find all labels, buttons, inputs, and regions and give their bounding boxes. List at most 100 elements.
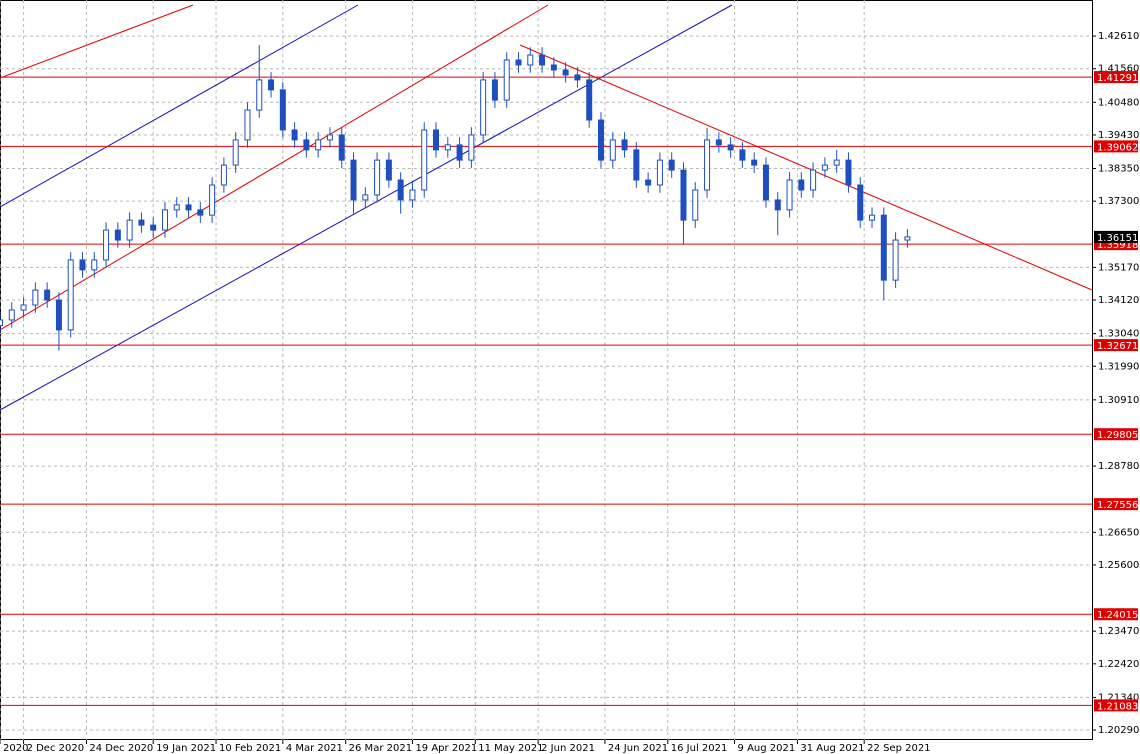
candle-body [315,139,322,151]
candle-body [550,64,557,71]
level-label-box [1094,339,1138,352]
candle-body [798,179,805,191]
level-label: 1.27556 [1097,500,1138,511]
level-label: 1.24015 [1097,610,1138,621]
x-tick-label: 2 Jun 2021 [541,743,595,754]
trend-lines [0,4,1093,411]
x-tick-label: 2020 [3,743,28,754]
y-tick-label: 1.23470 [1098,626,1139,637]
candle-body [904,236,911,241]
level-label-box [1094,608,1138,621]
candle-body [374,159,381,196]
candle-body [433,129,440,151]
x-tick-label: 19 Apr 2021 [415,743,477,754]
x-tick-label: 19 Jan 2021 [156,743,216,754]
x-tick-label: 9 Aug 2021 [738,743,796,754]
y-tick-label: 1.21340 [1098,692,1139,703]
y-tick-label: 1.41560 [1098,64,1139,75]
candle-body [574,74,581,81]
y-tick-label: 1.20290 [1098,725,1139,736]
axes: 1.42610 1.41560 1.40480 1.39430 1.38350 1.373… [0,31,1139,754]
y-tick-label: 1.35170 [1098,262,1139,273]
candle-body [209,184,216,216]
candle-body [704,139,711,191]
x-tick-label: 26 Mar 2021 [349,743,412,754]
candle-body [692,189,699,221]
candle-body [303,139,310,151]
trend-line [0,4,549,331]
candle-body [0,319,3,327]
candle-body [869,214,876,221]
x-tick-label: 2 Dec 2020 [27,743,85,754]
y-tick-label: 1.38350 [1098,164,1139,175]
candle-body [456,144,463,161]
candle-body [680,169,687,221]
candle-body [645,179,652,186]
candle-body [244,109,251,141]
x-tick-label: 24 Dec 2020 [89,743,153,754]
candle-body [786,179,793,211]
candle-body [668,159,675,171]
candle-body [857,184,864,221]
candle-body [397,179,404,201]
level-label-box [1094,498,1138,511]
trend-line [519,44,1093,291]
level-label: 1.39062 [1097,142,1138,153]
candle-body [8,309,15,321]
candle-body [562,69,569,76]
candle-body [586,79,593,121]
candle-body [256,79,263,111]
level-label-box [1094,699,1138,712]
level-label: 1.29805 [1097,430,1138,441]
y-tick-label: 1.31990 [1098,361,1139,372]
candle-body [291,129,298,141]
candle-body [185,204,192,211]
level-label: 1.35918 [1097,240,1138,251]
level-label-box [1094,428,1138,441]
level-label: 1.21083 [1097,701,1138,712]
level-label: 1.41291 [1097,73,1138,84]
candle-body [892,239,899,281]
candle-body [656,159,663,186]
candle-body [480,79,487,136]
candle-body [326,134,333,141]
candle-body [621,139,628,151]
x-tick-label: 22 Sep 2021 [867,743,930,754]
x-tick-label: 31 Aug 2021 [800,743,864,754]
level-label-box [1094,71,1138,84]
y-tick-label: 1.22420 [1098,659,1139,670]
candle-body [44,289,51,301]
candle-body [715,139,722,146]
levels [0,76,1092,706]
candle-body [762,164,769,201]
candle-body [421,129,428,191]
trend-line [0,4,194,79]
channel-line [0,4,359,208]
candle-body [138,219,145,226]
x-tick-label: 16 Jul 2021 [671,743,728,754]
y-tick-label: 1.37300 [1098,196,1139,207]
candle-body [444,144,451,151]
candle-body [220,164,227,186]
candle-body [739,149,746,161]
level-label: 1.32671 [1097,341,1138,352]
candle-body [55,299,62,331]
candle-body [633,149,640,181]
candle-body [103,229,110,261]
plot-frame [0,0,1093,740]
candle-body [810,169,817,191]
candle-body [821,164,828,171]
candles [0,45,911,351]
candle-body [362,194,369,201]
level-label-box [1094,140,1138,153]
candle-body [79,259,86,271]
y-tick-label: 1.30910 [1098,395,1139,406]
candle-body [197,209,204,216]
candle-body [268,79,275,91]
y-tick-label: 1.40480 [1098,97,1139,108]
candle-body [161,209,168,231]
candle-body [727,144,734,151]
candle-body [409,189,416,201]
candle-body [32,289,39,306]
